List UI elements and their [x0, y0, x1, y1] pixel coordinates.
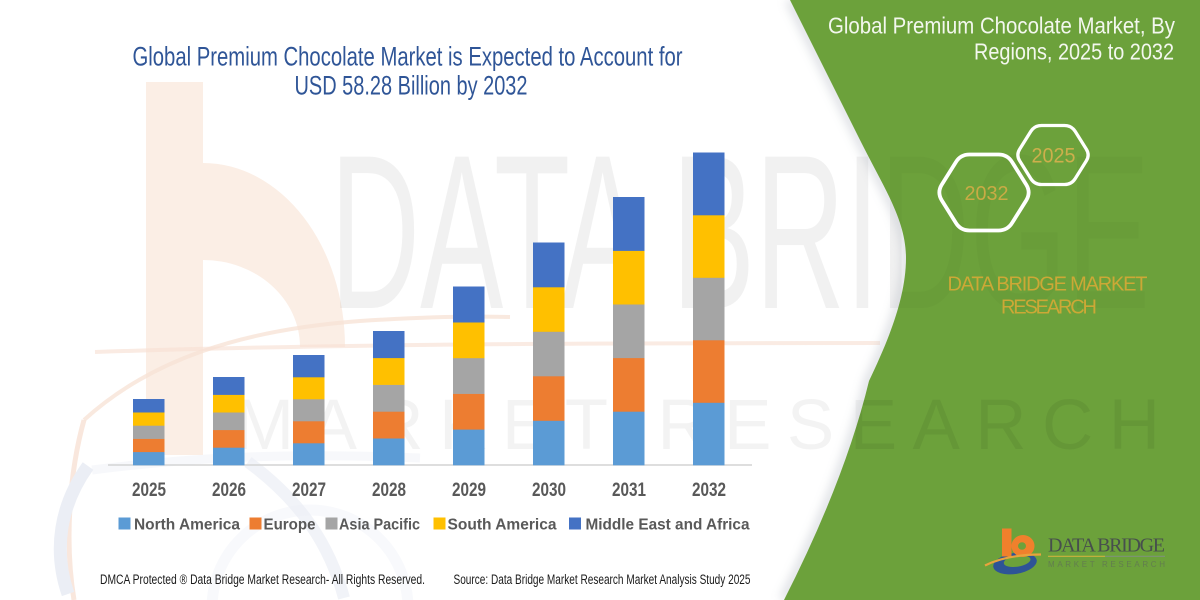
svg-text:South America: South America [448, 517, 557, 534]
svg-text:2028: 2028 [372, 480, 406, 501]
svg-text:2025: 2025 [132, 480, 166, 501]
svg-text:2031: 2031 [612, 480, 646, 501]
svg-text:Middle East and Africa: Middle East and Africa [586, 517, 750, 534]
svg-text:Source: Data Bridge Market Res: Source: Data Bridge Market Research Mark… [454, 572, 751, 587]
svg-text:Asia Pacific: Asia Pacific [339, 517, 420, 534]
svg-text:MARKET RESEARCH: MARKET RESEARCH [1048, 560, 1165, 569]
svg-text:2032: 2032 [692, 480, 726, 501]
svg-text:RESEARCH: RESEARCH [1001, 297, 1097, 319]
svg-text:2032: 2032 [965, 182, 1009, 205]
svg-text:USD 58.28 Billion by 2032: USD 58.28 Billion by 2032 [295, 71, 528, 101]
svg-text:DATA BRIDGE MARKET: DATA BRIDGE MARKET [948, 274, 1148, 296]
svg-text:2030: 2030 [532, 480, 566, 501]
svg-text:2029: 2029 [452, 480, 486, 501]
svg-text:DATA BRIDGE: DATA BRIDGE [1048, 535, 1165, 557]
svg-text:2026: 2026 [212, 480, 246, 501]
svg-text:Global Premium Chocolate Marke: Global Premium Chocolate Market, By [828, 13, 1175, 39]
svg-text:North America: North America [134, 517, 240, 534]
svg-text:2027: 2027 [292, 480, 326, 501]
svg-text:DMCA Protected ® Data Bridge M: DMCA Protected ® Data Bridge Market Rese… [100, 572, 425, 587]
svg-text:Global Premium Chocolate Marke: Global Premium Chocolate Market is Expec… [133, 42, 683, 72]
svg-text:2025: 2025 [1032, 145, 1076, 168]
svg-text:Regions, 2025 to 2032: Regions, 2025 to 2032 [974, 39, 1174, 65]
svg-text:Europe: Europe [264, 517, 316, 534]
